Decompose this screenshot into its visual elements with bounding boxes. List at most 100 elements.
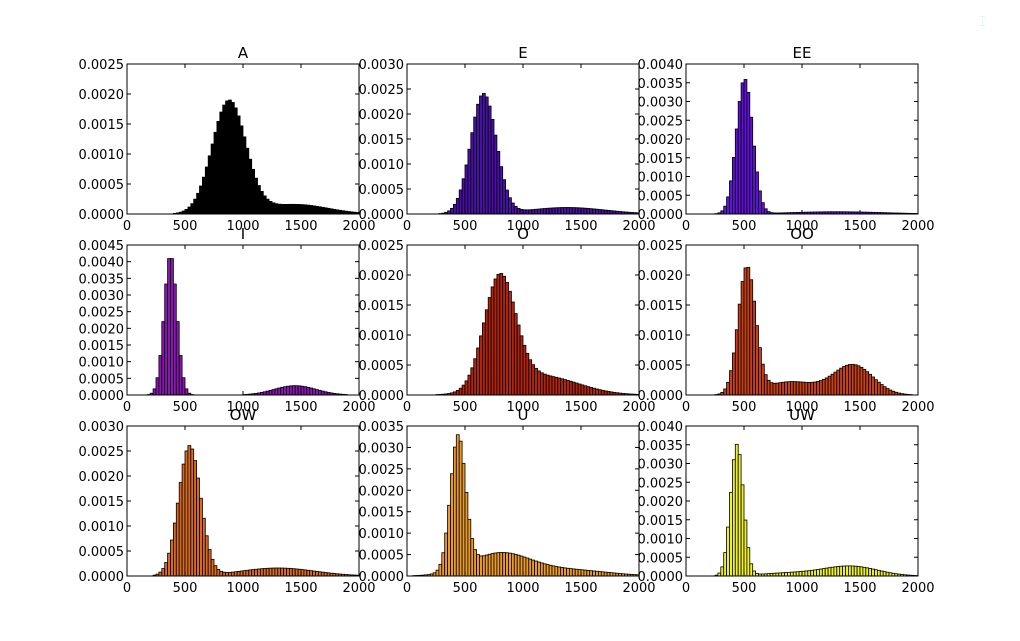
axes-frame bbox=[685, 425, 919, 577]
panel-title: UW bbox=[789, 406, 815, 424]
histogram-bar bbox=[830, 566, 835, 577]
histogram-bar bbox=[729, 180, 733, 215]
y-tick-label: 0.0020 bbox=[638, 133, 684, 148]
histogram-bar bbox=[819, 568, 823, 577]
histogram-bar bbox=[534, 367, 538, 396]
axes-frame bbox=[685, 63, 919, 215]
x-tick-label: 0 bbox=[403, 219, 411, 234]
histogram-bar bbox=[458, 189, 463, 215]
histogram-bar bbox=[525, 209, 530, 215]
histogram-bar bbox=[865, 371, 870, 396]
histogram-bar bbox=[792, 571, 797, 577]
histogram-bar bbox=[274, 388, 279, 396]
histogram-bar bbox=[545, 564, 550, 577]
x-tick-label: 2000 bbox=[342, 400, 375, 415]
histogram-bar bbox=[199, 497, 203, 577]
histogram-bar bbox=[450, 207, 454, 215]
x-tick-label: 1500 bbox=[564, 581, 597, 596]
y-tick-label: 0.0005 bbox=[359, 183, 405, 198]
histogram-bar bbox=[323, 207, 328, 215]
histogram-bar bbox=[170, 258, 174, 396]
histogram-bar bbox=[824, 567, 829, 577]
histogram-bar bbox=[158, 571, 163, 577]
histogram-bar bbox=[286, 203, 290, 215]
y-tick-label: 0.0010 bbox=[79, 148, 125, 163]
x-tick-label: 500 bbox=[453, 400, 478, 415]
histogram-bar bbox=[172, 283, 177, 396]
histogram-bar bbox=[592, 387, 596, 396]
histogram-bar bbox=[723, 205, 728, 215]
histogram-bar bbox=[853, 364, 858, 396]
x-tick-label: 2000 bbox=[342, 581, 375, 596]
histogram-bar bbox=[824, 377, 829, 396]
histogram-bar bbox=[170, 539, 174, 577]
histogram-bar bbox=[257, 185, 261, 215]
histogram-bar bbox=[850, 565, 855, 577]
histogram-bar bbox=[891, 390, 896, 396]
histogram-bar bbox=[291, 568, 296, 577]
histogram-bar bbox=[569, 207, 573, 215]
histogram-bar bbox=[274, 203, 279, 215]
histogram-panel-o: 0.0000 0.0005 0.0010 0.0015 0.0020 0.0025 0 500… bbox=[359, 225, 656, 415]
y-tick-label: 0.0000 bbox=[638, 389, 684, 404]
x-tick-label: 1000 bbox=[506, 219, 539, 234]
histogram-bar bbox=[280, 386, 285, 396]
histogram-bar bbox=[277, 567, 282, 577]
histogram-bar bbox=[265, 390, 270, 396]
x-tick-label: 0 bbox=[123, 219, 131, 234]
panel-title: O bbox=[517, 225, 529, 243]
y-tick-label: 0.0015 bbox=[79, 118, 125, 133]
y-tick-label: 0.0025 bbox=[359, 463, 405, 478]
histogram-bar bbox=[737, 454, 742, 577]
x-tick-label: 500 bbox=[453, 581, 478, 596]
histogram-bar bbox=[481, 555, 486, 577]
histogram-bar bbox=[726, 381, 730, 396]
histogram-bar bbox=[490, 286, 495, 396]
histogram-bar bbox=[845, 565, 849, 577]
histogram-bar bbox=[496, 151, 501, 215]
histogram-bar bbox=[476, 554, 480, 577]
histogram-bar bbox=[551, 376, 556, 396]
histogram-bar bbox=[479, 95, 483, 215]
histogram-bar bbox=[740, 281, 745, 396]
histogram-bar bbox=[775, 382, 780, 396]
histogram-bar bbox=[216, 569, 221, 577]
histogram-bar bbox=[790, 571, 794, 577]
histogram-bar bbox=[499, 552, 504, 577]
histogram-bar bbox=[213, 565, 218, 577]
histogram-bar bbox=[729, 370, 733, 396]
histogram-bar bbox=[758, 347, 762, 396]
histogram-bar bbox=[839, 367, 844, 396]
histogram-bar bbox=[167, 258, 171, 396]
panel-title: U bbox=[518, 406, 529, 424]
y-tick-label: 0.0005 bbox=[638, 189, 684, 204]
histogram-bar bbox=[502, 275, 507, 396]
histogram-bar bbox=[158, 355, 163, 396]
histogram-bar bbox=[519, 335, 524, 396]
histogram-bar bbox=[505, 189, 509, 215]
histogram-bar bbox=[752, 300, 757, 396]
histogram-bars bbox=[438, 93, 640, 215]
histogram-panel-a: 0.0000 0.0005 0.0010 0.0015 0.0020 0.0025 0 500… bbox=[79, 44, 376, 234]
histogram-bar bbox=[309, 205, 314, 215]
histogram-bar bbox=[481, 93, 486, 215]
histogram-bar bbox=[726, 526, 730, 577]
histogram-bar bbox=[749, 563, 754, 577]
histogram-bar bbox=[865, 567, 870, 577]
histogram-bar bbox=[868, 568, 873, 577]
panel-title: OO bbox=[790, 225, 814, 243]
histogram-bar bbox=[254, 177, 258, 215]
histogram-bar bbox=[219, 111, 224, 215]
histogram-bar bbox=[845, 364, 849, 396]
histogram-bar bbox=[850, 363, 855, 396]
histogram-bar bbox=[569, 568, 573, 577]
histogram-bar bbox=[484, 96, 489, 215]
histogram-bar bbox=[464, 492, 469, 577]
histogram-bar bbox=[187, 206, 192, 215]
histogram-bar bbox=[317, 571, 322, 577]
histogram-bar bbox=[294, 203, 299, 215]
histogram-bar bbox=[746, 266, 751, 396]
x-tick-label: 1000 bbox=[506, 400, 539, 415]
histogram-bar bbox=[490, 118, 495, 215]
histogram-bar bbox=[476, 347, 480, 396]
